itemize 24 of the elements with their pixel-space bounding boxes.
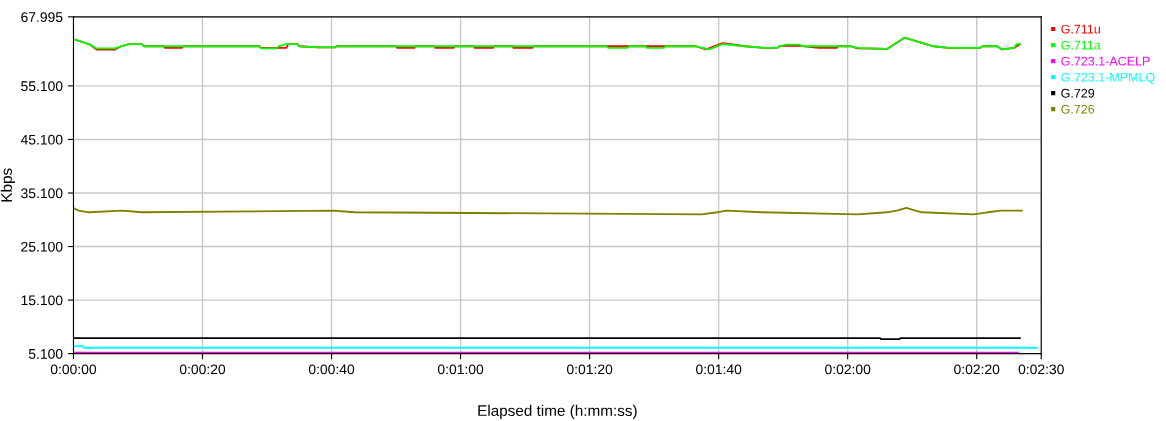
x-tick-label: 0:01:20 [566, 364, 613, 375]
y-tick-label: 25.100 [21, 241, 63, 252]
y-axis-title: Kbps [0, 168, 16, 202]
y-tick-label: 67.995 [21, 12, 63, 23]
y-tick-label: 5.100 [28, 348, 63, 359]
legend-label: G.726 [1061, 104, 1095, 114]
legend-label: G.711u [1061, 24, 1100, 34]
x-tick-label: 0:02:30 [1018, 364, 1064, 375]
y-tick-label: 55.100 [21, 81, 63, 92]
legend-label: G.723.1-MPMLQ [1061, 72, 1155, 84]
x-tick-label: 0:00:00 [50, 364, 97, 375]
x-tick-label: 0:01:00 [437, 364, 484, 375]
x-tick-label: 0:00:40 [308, 364, 355, 375]
x-tick-label: 0:02:00 [825, 364, 871, 375]
x-tick-label: 0:02:20 [954, 364, 1000, 375]
legend-label: G.723.1-ACELP [1061, 56, 1150, 66]
legend-label: G.729 [1061, 88, 1095, 98]
x-tick-label: 0:01:40 [696, 364, 742, 375]
legend-label: G.711a [1061, 40, 1101, 50]
x-axis-title: Elapsed time (h:mm:ss) [478, 404, 637, 420]
y-tick-label: 35.100 [21, 188, 63, 199]
y-tick-label: 15.100 [21, 295, 63, 306]
y-tick-label: 45.100 [20, 134, 63, 145]
x-tick-label: 0:00:20 [179, 364, 226, 375]
